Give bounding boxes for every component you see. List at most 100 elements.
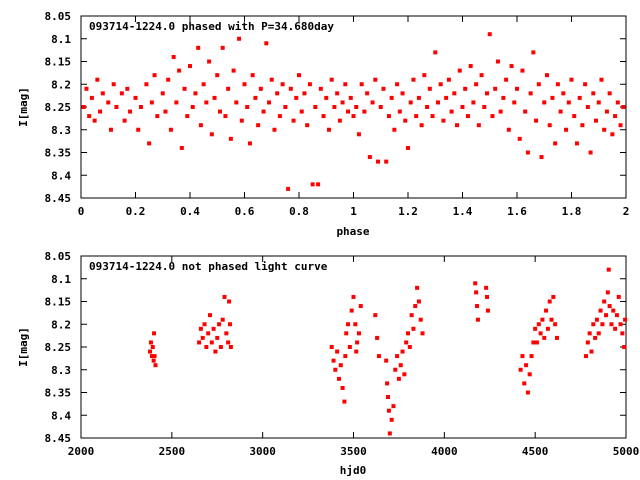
top-data-point (261, 109, 266, 114)
top-data-point (397, 109, 402, 114)
top-x-tick-label: 1.2 (398, 205, 418, 218)
top-data-point (310, 182, 315, 187)
top-data-point (441, 118, 446, 123)
bottom-data-point (553, 322, 558, 327)
top-data-point (389, 95, 394, 100)
top-data-point (468, 64, 473, 69)
top-data-point (517, 136, 522, 141)
bottom-data-point (393, 367, 398, 372)
bottom-data-point (209, 340, 214, 345)
top-data-point (373, 77, 378, 82)
top-x-tick-label: 1.8 (562, 205, 582, 218)
top-data-point (174, 100, 179, 105)
top-y-tick-label: 8.05 (45, 10, 72, 23)
top-data-point (337, 118, 342, 123)
bottom-y-tick-label: 8.1 (51, 273, 71, 286)
bottom-data-point (609, 322, 614, 327)
top-data-point (479, 73, 484, 78)
top-data-point (378, 105, 383, 109)
bottom-data-point (220, 317, 225, 322)
bottom-data-point (620, 331, 625, 336)
bottom-data-point (342, 399, 347, 404)
top-data-point (133, 95, 138, 100)
top-data-point (125, 86, 130, 91)
top-data-point (87, 114, 92, 119)
bottom-data-point (400, 349, 405, 354)
top-x-tick-label: 0 (78, 205, 85, 218)
top-data-point (482, 105, 487, 109)
top-data-point (275, 91, 280, 96)
bottom-data-point (593, 335, 598, 340)
top-data-series (81, 32, 626, 191)
top-data-point (558, 109, 563, 114)
bottom-y-tick-label: 8.4 (51, 409, 71, 422)
bottom-data-point (396, 376, 401, 381)
top-data-point (547, 123, 552, 128)
top-data-point (588, 150, 593, 155)
top-data-point (106, 100, 111, 105)
top-data-point (231, 68, 236, 73)
bottom-data-point (376, 354, 381, 359)
bottom-data-point (598, 308, 603, 313)
bottom-data-point (549, 317, 554, 322)
top-y-tick-label: 8.35 (45, 147, 72, 160)
top-data-point (128, 109, 133, 114)
bottom-data-point (218, 345, 223, 349)
top-data-point (354, 105, 359, 109)
top-data-point (237, 36, 242, 41)
top-data-point (258, 86, 263, 91)
bottom-data-point (354, 349, 359, 354)
bottom-data-point (475, 317, 480, 322)
top-y-tick-label: 8.1 (51, 33, 71, 46)
top-data-point (367, 155, 372, 160)
top-data-point (228, 136, 233, 141)
top-data-point (512, 100, 517, 105)
top-data-point (92, 118, 97, 123)
bottom-data-point (533, 326, 538, 331)
bottom-data-point (589, 349, 594, 354)
top-data-point (179, 145, 184, 150)
top-data-point (264, 41, 269, 46)
bottom-data-point (409, 313, 414, 318)
top-data-point (422, 73, 427, 78)
top-data-point (326, 127, 331, 132)
top-data-point (444, 95, 449, 100)
bottom-data-point (202, 322, 207, 327)
top-data-point (294, 95, 299, 100)
top-x-tick-label: 1.4 (453, 205, 473, 218)
top-data-point (435, 100, 440, 105)
top-data-point (613, 114, 618, 119)
top-data-point (163, 109, 168, 114)
bottom-data-series (148, 267, 628, 436)
top-data-point (168, 127, 173, 132)
top-data-point (465, 114, 470, 119)
bottom-data-point (398, 363, 403, 368)
bottom-data-point (596, 331, 601, 336)
top-data-point (452, 91, 457, 96)
bottom-y-tick-label: 8.25 (45, 341, 72, 354)
bottom-data-point (524, 363, 529, 368)
bottom-data-point (148, 349, 153, 354)
top-data-point (403, 118, 408, 123)
top-data-point (414, 114, 419, 119)
top-data-point (564, 127, 569, 132)
top-data-point (313, 105, 318, 109)
top-data-point (138, 105, 143, 109)
bottom-data-point (474, 290, 479, 295)
bottom-plot-title: 093714-1224.0 not phased light curve (89, 260, 328, 273)
bottom-data-point (407, 345, 412, 349)
top-data-point (583, 82, 588, 87)
top-data-point (185, 114, 190, 119)
top-data-point (321, 114, 326, 119)
top-data-point (318, 86, 323, 91)
bottom-x-tick-label: 4500 (522, 445, 549, 458)
top-data-point (534, 118, 539, 123)
bottom-data-point (335, 349, 340, 354)
top-data-point (256, 123, 261, 128)
bottom-data-point (149, 354, 154, 359)
bottom-x-tick-label: 2000 (68, 445, 95, 458)
bottom-data-point (150, 345, 155, 349)
top-data-point (324, 95, 329, 100)
bottom-data-point (411, 326, 416, 331)
bottom-data-point (618, 322, 623, 327)
